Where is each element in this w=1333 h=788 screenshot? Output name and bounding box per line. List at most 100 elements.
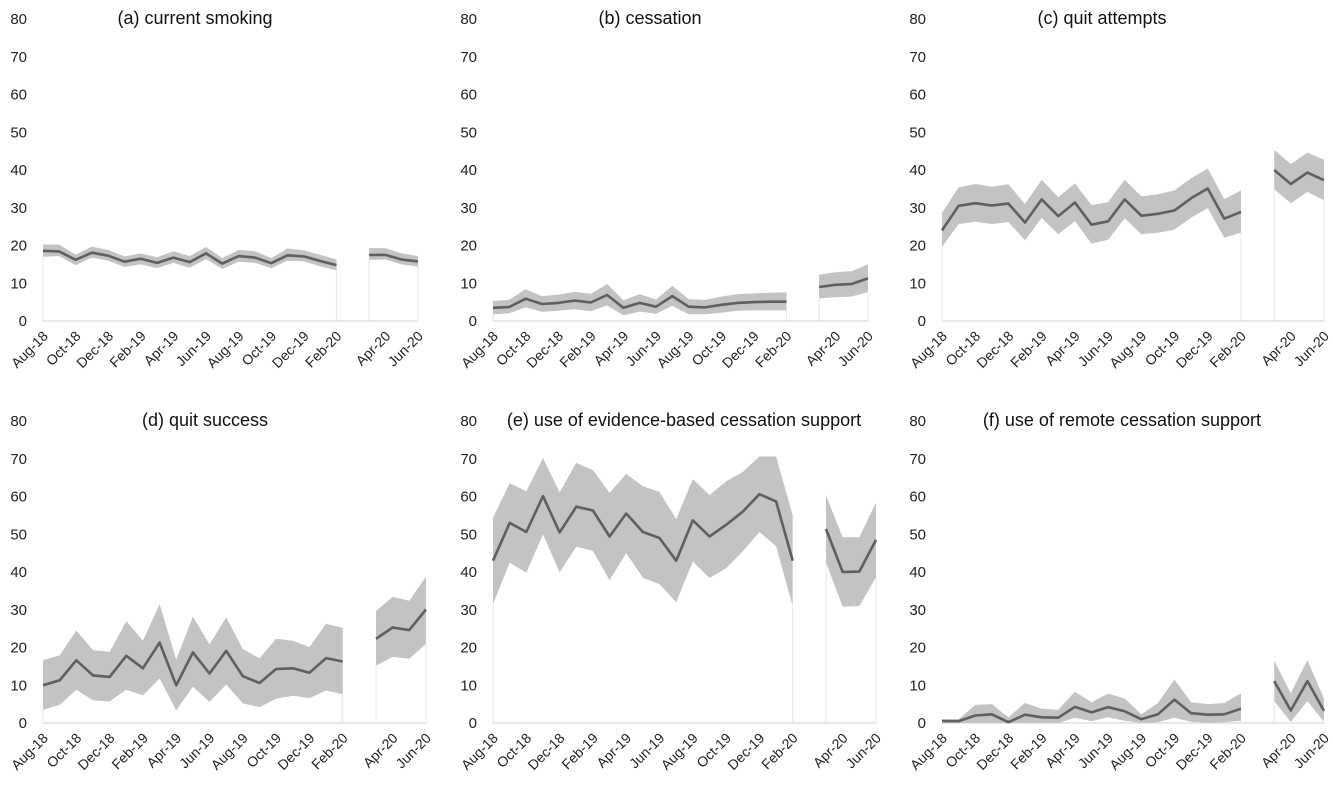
x-tick-label: Feb-19 [556, 328, 599, 371]
y-tick-label: 50 [909, 526, 926, 543]
x-tick-label: Dec-18 [523, 328, 566, 371]
x-tick-label: Apr-19 [590, 328, 631, 369]
x-tick-label: Aug-19 [1106, 730, 1149, 773]
panel-title: (a) current smoking [117, 8, 272, 28]
x-tick-label: Aug-18 [8, 730, 51, 773]
y-tick-label: 80 [909, 11, 926, 28]
x-tick-label: Apr-20 [1258, 328, 1299, 369]
y-tick-label: 40 [909, 162, 926, 179]
confidence-band [376, 576, 426, 666]
x-tick-label: Dec-18 [973, 328, 1016, 371]
x-tick-label: Feb-20 [302, 328, 345, 371]
y-tick-label: 10 [460, 275, 477, 292]
panel-f: (f) use of remote cessation support 0 10 20… [907, 410, 1332, 773]
y-tick-label: 20 [909, 640, 926, 657]
x-tick-label: Dec-19 [269, 328, 312, 371]
series-line [818, 277, 869, 289]
y-tick-label: 80 [460, 11, 477, 28]
y-tick-label: 0 [19, 715, 27, 732]
x-tick-label: Feb-20 [308, 730, 351, 773]
x-tick-label: Feb-20 [758, 730, 801, 773]
x-tick-label: Aug-19 [208, 730, 251, 773]
x-tick-label: Apr-20 [352, 328, 393, 369]
x-tick-label: Feb-19 [1007, 730, 1050, 773]
y-tick-label: 80 [909, 413, 926, 430]
y-tick-label: 10 [909, 275, 926, 292]
y-tick-label: 50 [460, 526, 477, 543]
y-tick-label: 50 [10, 124, 27, 141]
y-tick-label: 80 [10, 11, 27, 28]
series-line [824, 528, 878, 574]
confidence-band [942, 679, 1241, 723]
y-tick-label: 80 [10, 413, 27, 430]
y-tick-label: 40 [10, 162, 27, 179]
confidence-band [942, 168, 1241, 247]
y-tick-label: 70 [460, 451, 477, 468]
panel-d: (d) quit success01020304050607080Aug-18O… [8, 410, 434, 773]
panel-title: (c) quit attempts [1037, 8, 1166, 28]
x-tick-label: Feb-20 [752, 328, 795, 371]
x-tick-label: Feb-19 [1007, 328, 1050, 371]
x-tick-label: Apr-19 [140, 328, 181, 369]
y-tick-label: 60 [909, 87, 926, 104]
x-tick-label: Dec-19 [719, 328, 762, 371]
y-tick-label: 10 [909, 677, 926, 694]
confidence-band [43, 244, 337, 271]
x-tick-label: Aug-18 [458, 730, 501, 773]
panel-title: (f) use of remote cessation support [983, 410, 1261, 430]
x-tick-label: Aug-18 [458, 328, 501, 371]
x-tick-label: Aug-19 [203, 328, 246, 371]
x-tick-label: Dec-19 [724, 730, 767, 773]
y-tick-label: 60 [460, 87, 477, 104]
x-tick-label: Jun-20 [1290, 328, 1332, 370]
x-tick-label: Apr-20 [1258, 730, 1299, 771]
x-tick-label: Aug-18 [907, 730, 950, 773]
y-tick-label: 60 [10, 87, 27, 104]
y-tick-label: 10 [10, 677, 27, 694]
y-tick-label: 30 [10, 602, 27, 619]
x-tick-label: Dec-18 [74, 730, 117, 773]
y-tick-label: 20 [909, 238, 926, 255]
y-tick-label: 60 [909, 489, 926, 506]
confidence-band [819, 264, 868, 299]
y-tick-label: 30 [460, 200, 477, 217]
series-line [1273, 169, 1325, 186]
x-tick-label: Dec-18 [973, 730, 1016, 773]
y-tick-label: 80 [460, 413, 477, 430]
x-tick-label: Feb-19 [106, 328, 149, 371]
series-line [375, 608, 428, 640]
x-tick-label: Jun-20 [392, 730, 434, 772]
x-tick-label: Jun-20 [842, 730, 884, 772]
y-tick-label: 20 [460, 640, 477, 657]
confidence-band [826, 495, 876, 607]
x-tick-label: Apr-19 [1042, 730, 1083, 771]
x-tick-label: Dec-19 [1173, 730, 1216, 773]
confidence-band [43, 604, 343, 711]
x-tick-label: Apr-19 [1042, 328, 1083, 369]
y-tick-label: 0 [918, 313, 926, 330]
y-tick-label: 40 [460, 162, 477, 179]
y-tick-label: 30 [460, 602, 477, 619]
y-tick-label: 40 [10, 564, 27, 581]
x-tick-label: Aug-19 [653, 328, 696, 371]
x-tick-label: Aug-19 [1106, 328, 1149, 371]
x-tick-label: Jun-20 [834, 328, 876, 370]
y-tick-label: 70 [909, 49, 926, 66]
y-tick-label: 70 [909, 451, 926, 468]
x-tick-label: Feb-20 [1206, 328, 1249, 371]
y-tick-label: 50 [909, 124, 926, 141]
x-tick-label: Apr-19 [593, 730, 634, 771]
x-tick-label: Feb-19 [558, 730, 601, 773]
series-line [369, 253, 419, 263]
y-tick-label: 40 [460, 564, 477, 581]
y-tick-label: 30 [10, 200, 27, 217]
series-line [1273, 679, 1326, 712]
panel-title: (e) use of evidence-based cessation supp… [507, 410, 861, 430]
x-tick-label: Apr-19 [143, 730, 184, 771]
panel-e: (e) use of evidence-based cessation supp… [458, 410, 884, 773]
y-tick-label: 0 [19, 313, 27, 330]
x-tick-label: Apr-20 [802, 328, 843, 369]
x-tick-label: Feb-20 [1206, 730, 1249, 773]
y-tick-label: 10 [10, 275, 27, 292]
